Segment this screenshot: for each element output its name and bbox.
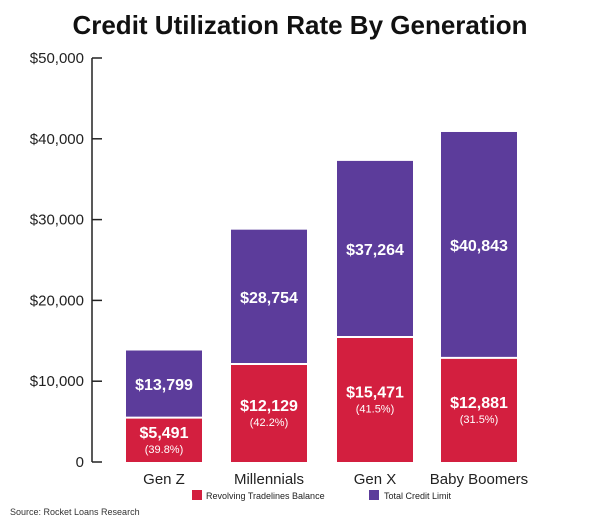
bar-limit xyxy=(441,131,517,358)
chart-title: Credit Utilization Rate By Generation xyxy=(72,10,527,40)
legend-swatch-balance xyxy=(192,490,202,500)
legend: Revolving Tradelines Balance Total Credi… xyxy=(192,490,452,501)
data-sublabel: (31.5%) xyxy=(460,414,499,426)
data-label: $28,754 xyxy=(240,290,298,307)
y-tick-label: $20,000 xyxy=(30,292,84,309)
data-sublabel: (41.5%) xyxy=(356,403,395,415)
legend-label-limit: Total Credit Limit xyxy=(384,491,452,501)
x-tick-label: Gen Z xyxy=(143,471,185,488)
bar-limit xyxy=(126,350,202,418)
x-tick-label: Baby Boomers xyxy=(430,471,528,488)
data-sublabel: (42.2%) xyxy=(250,417,289,429)
data-label: $40,843 xyxy=(450,238,508,255)
bar-limit xyxy=(231,229,307,364)
data-label: $15,471 xyxy=(346,384,404,401)
bars: $5,491 (39.8%) $13,799 $12,129 (42.2%) $28,75… xyxy=(126,131,517,462)
y-tick-label: 0 xyxy=(76,454,84,471)
bar-balance xyxy=(231,363,307,462)
y-tick-label: $40,000 xyxy=(30,131,84,148)
bar-limit xyxy=(337,160,413,337)
x-axis-labels: Gen Z Millennials Gen X Baby Boomers xyxy=(143,471,528,488)
data-label: $5,491 xyxy=(140,425,189,442)
data-label: $12,129 xyxy=(240,398,298,415)
x-tick-label: Millennials xyxy=(234,471,304,488)
y-axis: 0 $10,000 $20,000 $30,000 $40,000 $50,000 xyxy=(30,50,102,471)
data-label: $37,264 xyxy=(346,242,404,259)
legend-swatch-limit xyxy=(369,490,379,500)
bar-balance xyxy=(441,357,517,462)
y-tick-label: $30,000 xyxy=(30,212,84,229)
bar-balance xyxy=(126,417,202,462)
source-note: Source: Rocket Loans Research xyxy=(10,507,140,517)
bar-balance xyxy=(337,336,413,462)
data-label: $13,799 xyxy=(135,377,193,394)
y-tick-label: $50,000 xyxy=(30,50,84,67)
y-tick-label: $10,000 xyxy=(30,373,84,390)
data-sublabel: (39.8%) xyxy=(145,444,184,456)
legend-label-balance: Revolving Tradelines Balance xyxy=(206,491,325,501)
x-tick-label: Gen X xyxy=(354,471,397,488)
data-label: $12,881 xyxy=(450,395,508,412)
